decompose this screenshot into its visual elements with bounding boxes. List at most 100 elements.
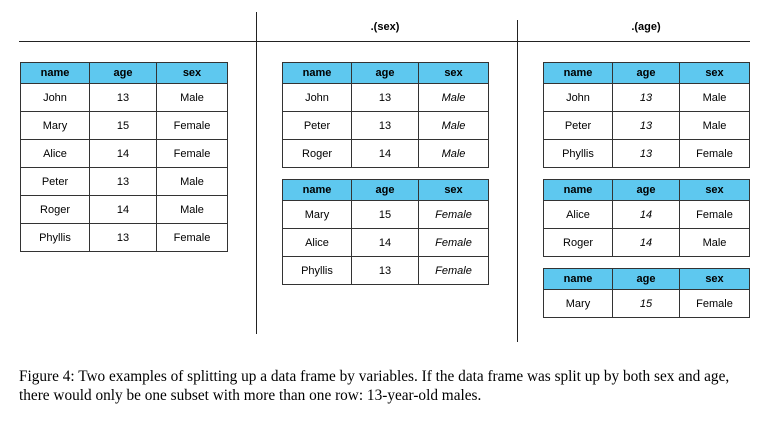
cell-name: Phyllis (543, 139, 613, 168)
cell-age: 13 (612, 111, 680, 140)
table-row: Peter 13 Male (282, 111, 489, 140)
cell-name: Alice (282, 228, 352, 257)
sex-group-male: name age sex John 13 Male Peter 13 Male … (282, 62, 489, 168)
header-name: name (543, 179, 613, 201)
table-row: Alice 14 Female (20, 139, 228, 168)
top-rule (19, 41, 750, 42)
cell-sex: Female (156, 223, 228, 252)
cell-sex: Male (156, 83, 228, 112)
cell-sex: Female (679, 289, 750, 318)
cell-sex: Male (156, 167, 228, 196)
header-age: age (89, 62, 157, 84)
age-group-15: name age sex Mary 15 Female (543, 268, 750, 318)
table-row: Roger 14 Male (543, 228, 750, 257)
cell-name: Mary (543, 289, 613, 318)
header-sex: sex (679, 62, 750, 84)
cell-age: 15 (612, 289, 680, 318)
table-row: John 13 Male (282, 83, 489, 112)
cell-age: 14 (612, 200, 680, 229)
cell-sex: Female (679, 139, 750, 168)
cell-sex: Male (156, 195, 228, 224)
cell-sex: Male (679, 228, 750, 257)
table-row: Peter 13 Male (20, 167, 228, 196)
cell-age: 14 (351, 228, 419, 257)
cell-age: 14 (612, 228, 680, 257)
table-row: Roger 14 Male (282, 139, 489, 168)
cell-age: 13 (89, 83, 157, 112)
cell-sex: Female (156, 111, 228, 140)
split-age-label: .(age) (631, 21, 661, 33)
age-group-13: name age sex John 13 Male Peter 13 Male … (543, 62, 750, 168)
table-row: Phyllis 13 Female (20, 223, 228, 252)
cell-name: Peter (543, 111, 613, 140)
cell-sex: Female (418, 228, 489, 257)
cell-age: 13 (351, 111, 419, 140)
header-age: age (351, 62, 419, 84)
table-row: John 13 Male (543, 83, 750, 112)
cell-name: Phyllis (282, 256, 352, 285)
header-row: name age sex (543, 62, 750, 84)
header-row: name age sex (20, 62, 228, 84)
cell-sex: Female (418, 200, 489, 229)
header-name: name (543, 268, 613, 290)
cell-name: Mary (282, 200, 352, 229)
table-row: Phyllis 13 Female (543, 139, 750, 168)
header-age: age (612, 179, 680, 201)
sex-group-female: name age sex Mary 15 Female Alice 14 Fem… (282, 179, 489, 285)
cell-name: Peter (282, 111, 352, 140)
cell-age: 15 (89, 111, 157, 140)
cell-sex: Male (418, 139, 489, 168)
cell-age: 13 (612, 83, 680, 112)
cell-sex: Male (418, 111, 489, 140)
header-row: name age sex (282, 179, 489, 201)
header-name: name (543, 62, 613, 84)
table-row: Mary 15 Female (282, 200, 489, 229)
header-sex: sex (156, 62, 228, 84)
cell-age: 13 (89, 167, 157, 196)
divider-left (256, 12, 257, 334)
header-row: name age sex (543, 179, 750, 201)
header-name: name (282, 179, 352, 201)
cell-name: Phyllis (20, 223, 90, 252)
header-age: age (351, 179, 419, 201)
table-row: Alice 14 Female (543, 200, 750, 229)
cell-name: John (282, 83, 352, 112)
cell-name: Roger (282, 139, 352, 168)
cell-sex: Female (156, 139, 228, 168)
header-row: name age sex (543, 268, 750, 290)
header-row: name age sex (282, 62, 489, 84)
original-data-frame: name age sex John 13 Male Mary 15 Female… (20, 62, 228, 252)
table-row: Phyllis 13 Female (282, 256, 489, 285)
cell-age: 15 (351, 200, 419, 229)
header-name: name (20, 62, 90, 84)
cell-age: 14 (351, 139, 419, 168)
table-row: John 13 Male (20, 83, 228, 112)
cell-age: 13 (612, 139, 680, 168)
cell-sex: Male (679, 83, 750, 112)
header-sex: sex (679, 268, 750, 290)
cell-sex: Male (679, 111, 750, 140)
cell-sex: Male (418, 83, 489, 112)
figure-caption: Figure 4: Two examples of splitting up a… (19, 368, 730, 404)
cell-name: John (543, 83, 613, 112)
cell-sex: Female (418, 256, 489, 285)
cell-sex: Female (679, 200, 750, 229)
cell-name: Peter (20, 167, 90, 196)
cell-age: 13 (351, 83, 419, 112)
cell-name: John (20, 83, 90, 112)
header-sex: sex (418, 179, 489, 201)
cell-age: 14 (89, 195, 157, 224)
cell-name: Mary (20, 111, 90, 140)
cell-name: Alice (20, 139, 90, 168)
cell-age: 13 (89, 223, 157, 252)
cell-name: Roger (20, 195, 90, 224)
cell-name: Alice (543, 200, 613, 229)
header-sex: sex (679, 179, 750, 201)
divider-right (517, 20, 518, 342)
header-age: age (612, 62, 680, 84)
table-row: Mary 15 Female (543, 289, 750, 318)
cell-age: 13 (351, 256, 419, 285)
table-row: Mary 15 Female (20, 111, 228, 140)
cell-age: 14 (89, 139, 157, 168)
header-name: name (282, 62, 352, 84)
